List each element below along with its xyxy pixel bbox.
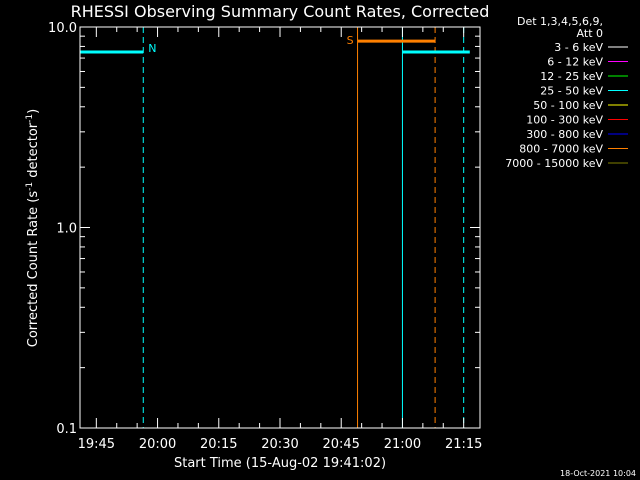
- x-tick-label-5: 21:00: [384, 437, 421, 452]
- footer-timestamp: 18-Oct-2021 10:04: [560, 469, 636, 478]
- x-tick-label-1: 20:00: [139, 437, 176, 452]
- legend-label-4: 50 - 100 keV: [533, 99, 603, 112]
- legend-label-8: 7000 - 15000 keV: [505, 157, 603, 170]
- legend-label-1: 6 - 12 keV: [547, 56, 603, 69]
- vline-label-1: N: [148, 42, 156, 55]
- x-tick-label-6: 21:15: [445, 437, 482, 452]
- legend-label-2: 12 - 25 keV: [540, 70, 603, 83]
- chart-title: RHESSI Observing Summary Count Rates, Co…: [71, 2, 490, 21]
- x-tick-label-0: 19:45: [78, 437, 115, 452]
- y-tick-label-2: 10.0: [48, 21, 77, 36]
- y-tick-label-1: 1.0: [56, 222, 77, 237]
- y-axis: 0.1 1.0 10.0: [48, 21, 480, 437]
- legend-header-1: Att 0: [577, 27, 603, 40]
- x-axis-label: Start Time (15-Aug-02 19:41:02): [174, 456, 386, 471]
- legend-label-0: 3 - 6 keV: [554, 41, 603, 54]
- y-tick-label-0: 0.1: [56, 422, 77, 437]
- vline-label-2: S: [347, 34, 354, 47]
- y-axis-label: Corrected Count Rate (s-1 detector-1): [25, 109, 41, 347]
- x-tick-label-3: 20:30: [261, 437, 298, 452]
- x-axis: 19:45 20:00 20:15 20:30 20:45 21:00 21:15: [78, 27, 482, 452]
- legend-label-5: 100 - 300 keV: [526, 114, 603, 127]
- legend-label-7: 800 - 7000 keV: [519, 143, 603, 156]
- x-tick-label-2: 20:15: [200, 437, 237, 452]
- legend-header-0: Det 1,3,4,5,6,9,: [517, 15, 603, 28]
- legend-label-3: 25 - 50 keV: [540, 85, 603, 98]
- legend-label-6: 300 - 800 keV: [526, 128, 603, 141]
- x-tick-label-4: 20:45: [322, 437, 359, 452]
- legend: Det 1,3,4,5,6,9,Att 03 - 6 keV 6 - 12 keV…: [505, 15, 628, 170]
